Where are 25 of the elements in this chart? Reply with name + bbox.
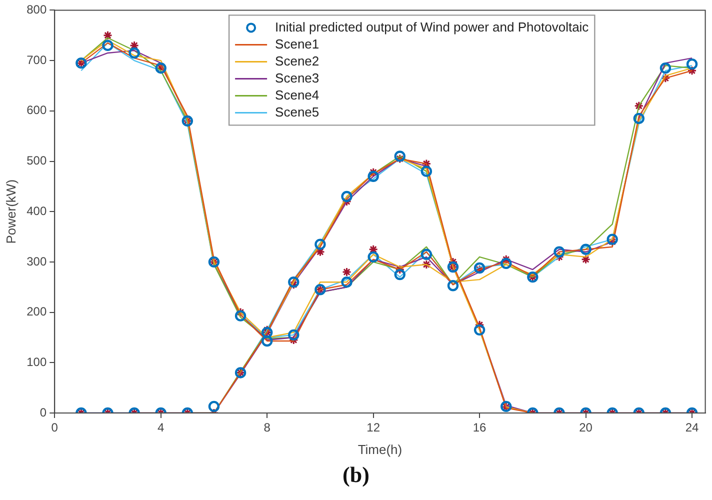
y-tick-label: 100: [26, 354, 47, 369]
y-tick-label: 400: [26, 204, 47, 218]
y-tick-label: 200: [26, 304, 47, 319]
legend-label: Scene3: [275, 70, 320, 86]
y-tick-label: 300: [26, 254, 47, 268]
x-tick-label: 12: [366, 420, 380, 435]
legend-label: Scene1: [275, 36, 320, 52]
y-tick-label: 500: [26, 154, 47, 168]
y-tick-label: 0: [40, 405, 47, 420]
legend-label: Scene2: [275, 53, 320, 68]
x-tick-label: 8: [264, 420, 271, 435]
x-tick-label: 24: [685, 420, 700, 435]
legend-label: Scene5: [275, 104, 320, 120]
y-axis-title: Power(kW): [3, 179, 18, 244]
x-axis-title: Time(h): [358, 442, 402, 457]
y-tick-label: 600: [26, 103, 47, 118]
text: (b): [342, 462, 370, 488]
y-tick-label: 800: [26, 2, 47, 17]
x-tick-label: 16: [472, 420, 487, 435]
legend-label: Initial predicted output of Wind power and Photovoltaic: [275, 19, 590, 34]
y-tick-label: 700: [26, 52, 47, 67]
legend-label: Scene4: [275, 87, 320, 102]
x-tick-label: 0: [51, 420, 58, 435]
x-tick-label: 4: [158, 420, 165, 435]
x-tick-label: 20: [579, 420, 593, 435]
